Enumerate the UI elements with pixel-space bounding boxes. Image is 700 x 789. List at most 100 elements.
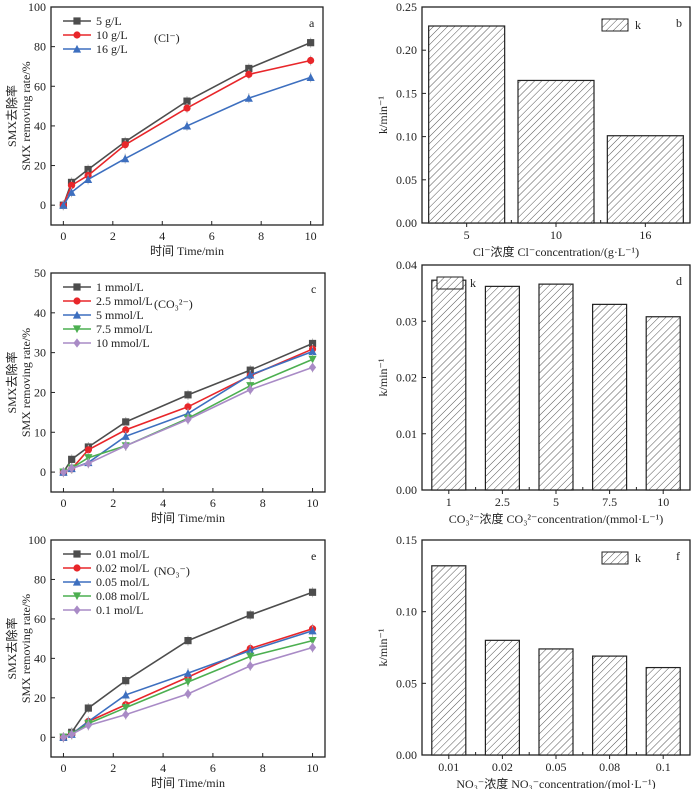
- legend-label: 7.5 mmol/L: [96, 322, 153, 336]
- x-axis-label: 时间 Time/min: [151, 511, 225, 525]
- data-point: [246, 611, 254, 619]
- x-tick-label: 0.08: [599, 760, 620, 774]
- data-point: [246, 370, 255, 379]
- x-tick-label: 7.5: [602, 495, 617, 509]
- data-point: [307, 56, 315, 65]
- bar: [428, 25, 506, 224]
- x-axis-label: 时间 Time/min: [150, 244, 224, 258]
- y-tick-label: 0.05: [396, 676, 417, 690]
- y-tick-label: 0.25: [396, 0, 417, 14]
- legend-label: 10 mmol/L: [96, 336, 150, 350]
- data-point: [59, 201, 68, 209]
- bar: [431, 279, 467, 491]
- series: 0.1 mol/L: [59, 603, 317, 743]
- legend-label: 1 mmol/L: [96, 280, 144, 294]
- y-tick-label: 20: [34, 159, 46, 173]
- panel-f: 0.00 0.05 0.10 0.15 f 0.01 0.02 0.05 0.08 0.1NO₃⁻…: [376, 533, 691, 789]
- x-tick-label: 4: [160, 761, 166, 775]
- data-point: [121, 154, 130, 163]
- x-axis-label: CO₃²⁻浓度 CO₃²⁻concentration/(mmol·L⁻¹): [449, 511, 663, 526]
- data-point: [84, 704, 92, 712]
- bar: [538, 283, 574, 491]
- legend-swatch: [601, 18, 629, 32]
- legend-label: 0.02 mol/L: [96, 561, 149, 575]
- data-point: [84, 458, 92, 468]
- series: 10 mmol/L: [59, 336, 317, 478]
- y-tick-label: 0.04: [396, 258, 417, 272]
- data-point: [121, 704, 130, 712]
- legend-label: 0.1 mol/L: [96, 603, 143, 617]
- x-tick-label: 6: [210, 496, 216, 510]
- y-tick-label: 80: [34, 40, 46, 54]
- data-point: [84, 454, 93, 462]
- y-tick-label: 0: [40, 198, 46, 212]
- y-axis-label: SMX去除率: [4, 351, 19, 413]
- x-tick-label: 10: [305, 229, 317, 243]
- x-tick-label: 5: [553, 495, 559, 509]
- y-tick-label: 80: [34, 572, 46, 586]
- x-tick-label: 0.1: [656, 760, 671, 774]
- panel-letter: d: [676, 274, 682, 288]
- legend-marker: [72, 592, 82, 601]
- legend-marker: [72, 310, 82, 319]
- x-axis-label: Cl⁻浓度 Cl⁻concentration/(g·L⁻¹): [473, 244, 639, 259]
- data-point: [122, 677, 130, 685]
- y-tick-label: 20: [34, 691, 46, 705]
- data-point: [121, 690, 130, 699]
- data-point: [122, 426, 130, 434]
- panel-c: 0 10 20 30 40 50 c 0 2 4 6 8 10 时间 Time/min SMX去除率 SMX …: [4, 266, 326, 525]
- y-tick-label: 60: [34, 612, 46, 626]
- x-tick-label: 10: [307, 496, 319, 510]
- data-point: [122, 441, 130, 451]
- x-tick-label: 1: [446, 495, 452, 509]
- data-point: [83, 175, 93, 184]
- y-tick-label: 0.15: [396, 86, 417, 100]
- data-point: [84, 720, 92, 731]
- series: 10 g/L: [59, 28, 315, 211]
- y-tick-label: 10: [34, 425, 46, 439]
- data-point: [307, 39, 315, 47]
- data-point: [184, 391, 192, 399]
- data-point: [246, 385, 254, 395]
- data-point: [68, 463, 76, 473]
- y-tick-label: 40: [34, 306, 46, 320]
- data-point: [308, 347, 317, 356]
- data-point: [246, 646, 255, 655]
- data-point: [184, 403, 192, 411]
- bar: [606, 135, 684, 224]
- bar: [591, 303, 628, 491]
- legend-marker: [73, 564, 81, 572]
- data-point: [122, 709, 130, 720]
- data-point: [306, 73, 315, 81]
- legend-marker: [72, 577, 82, 586]
- y-axis-label: SMX removing rate/%: [19, 328, 33, 437]
- y-tick-label: 100: [28, 533, 46, 547]
- y-axis-label: SMX去除率: [4, 85, 19, 147]
- panel-letter: b: [676, 16, 682, 30]
- data-point: [59, 732, 68, 742]
- x-axis-label: 时间 Time/min: [151, 776, 225, 789]
- y-tick-label: 20: [34, 385, 46, 399]
- bar: [517, 79, 595, 224]
- plot-frame: [50, 6, 324, 226]
- data-point: [184, 689, 192, 699]
- legend-label: 0.05 mol/L: [96, 575, 149, 589]
- y-tick-label: 50: [34, 266, 46, 280]
- data-point: [183, 678, 193, 687]
- y-axis-label: SMX去除率: [4, 617, 19, 679]
- data-point: [183, 104, 191, 112]
- annotation: (NO₃⁻): [154, 564, 190, 578]
- data-point: [246, 652, 255, 661]
- x-tick-label: 0.01: [438, 760, 459, 774]
- panel-letter: a: [309, 16, 315, 30]
- x-tick-label: 2.5: [495, 495, 510, 509]
- panel-letter: f: [676, 549, 680, 563]
- data-point: [244, 94, 253, 102]
- y-axis-label: k/min⁻¹: [376, 358, 390, 396]
- x-tick-label: 8: [258, 229, 264, 243]
- x-tick-label: 0.05: [546, 760, 567, 774]
- panel-letter: e: [311, 549, 316, 563]
- y-axis-label: SMX removing rate/%: [19, 594, 33, 703]
- data-point: [246, 661, 254, 671]
